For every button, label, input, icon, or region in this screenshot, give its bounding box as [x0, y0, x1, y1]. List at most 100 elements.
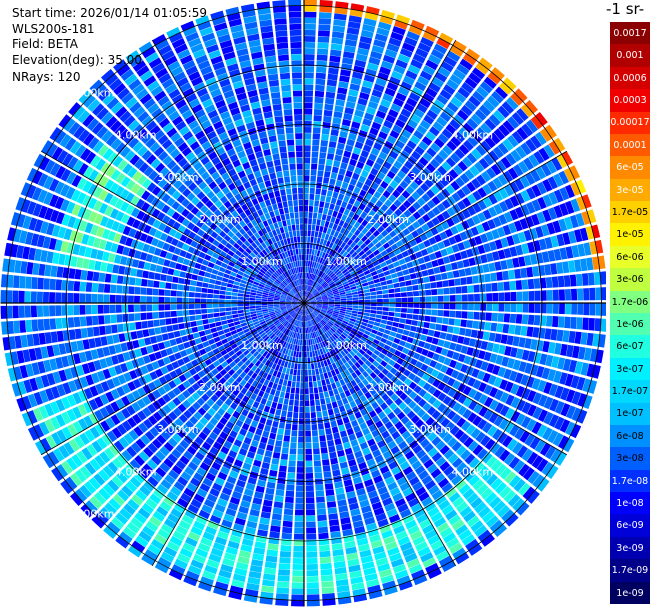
- data-gate: [448, 318, 455, 326]
- data-gate: [580, 258, 588, 272]
- data-gate: [105, 325, 112, 335]
- data-gate: [430, 316, 437, 323]
- data-gate: [594, 271, 601, 285]
- data-gate: [275, 330, 281, 337]
- data-gate: [43, 291, 50, 303]
- data-gate: [477, 465, 489, 478]
- data-gate: [326, 190, 333, 197]
- data-gate: [504, 198, 514, 210]
- data-gate: [288, 460, 296, 467]
- data-gate: [435, 440, 446, 451]
- data-gate: [158, 311, 165, 319]
- data-gate: [318, 329, 323, 336]
- data-gate: [163, 259, 171, 267]
- data-gate: [411, 191, 421, 201]
- data-gate: [335, 339, 341, 346]
- data-gate: [430, 142, 441, 153]
- data-gate: [348, 197, 356, 205]
- data-gate: [488, 193, 498, 205]
- data-gate: [499, 467, 512, 480]
- data-gate: [445, 367, 454, 376]
- data-gate: [408, 455, 419, 465]
- data-gate: [110, 284, 117, 294]
- data-gate: [319, 6, 333, 13]
- data-gate: [249, 508, 260, 517]
- data-gate: [415, 271, 423, 278]
- data-gate: [458, 127, 470, 139]
- data-gate: [480, 303, 487, 311]
- data-gate: [552, 289, 559, 301]
- data-gate: [470, 226, 479, 237]
- data-gate: [448, 514, 461, 526]
- data-gate: [350, 226, 357, 234]
- data-gate: [516, 399, 526, 412]
- data-gate: [294, 363, 298, 370]
- data-gate: [181, 335, 189, 343]
- data-gate: [427, 568, 442, 580]
- data-gate: [372, 260, 380, 267]
- data-gate: [350, 234, 357, 241]
- data-gate: [349, 400, 357, 408]
- data-gate: [436, 413, 446, 424]
- data-gate: [319, 271, 324, 278]
- data-gate: [543, 396, 554, 410]
- data-gate: [477, 350, 486, 360]
- data-gate: [307, 314, 310, 321]
- data-gate: [259, 597, 273, 605]
- data-gate: [452, 40, 467, 52]
- data-gate: [498, 344, 506, 355]
- data-gate: [313, 109, 323, 116]
- data-gate: [163, 496, 175, 507]
- data-gate: [419, 423, 429, 433]
- data-gate: [557, 435, 569, 450]
- data-gate: [194, 262, 202, 270]
- data-gate: [428, 236, 437, 245]
- data-gate: [405, 319, 412, 325]
- data-gate: [159, 501, 172, 512]
- data-gate: [230, 402, 238, 410]
- data-gate: [377, 72, 389, 81]
- data-gate: [315, 337, 320, 344]
- data-gate: [67, 317, 75, 328]
- data-gate: [372, 415, 381, 424]
- data-gate: [334, 7, 348, 15]
- data-gate: [368, 253, 375, 260]
- data-gate: [300, 382, 304, 388]
- data-gate: [318, 288, 325, 293]
- data-gate: [229, 470, 239, 479]
- data-gate: [380, 166, 389, 175]
- data-gate: [229, 430, 238, 439]
- data-gate: [286, 329, 291, 336]
- data-gate: [521, 123, 534, 137]
- data-gate: [354, 109, 365, 118]
- data-gate: [362, 333, 369, 339]
- data-gate: [214, 536, 228, 546]
- data-gate: [460, 277, 467, 285]
- data-gate: [319, 313, 325, 318]
- data-gate: [431, 76, 445, 88]
- data-gate: [157, 528, 171, 540]
- data-gate: [304, 236, 307, 243]
- data-gate: [467, 135, 479, 147]
- data-gate: [369, 379, 378, 388]
- data-gate: [115, 304, 122, 313]
- data-gate: [456, 372, 465, 382]
- data-gate: [201, 309, 208, 314]
- data-gate: [369, 332, 377, 339]
- data-gate: [109, 304, 116, 314]
- data-gate: [249, 565, 263, 573]
- data-gate: [171, 564, 186, 575]
- data-gate: [74, 269, 82, 280]
- data-gate: [237, 309, 244, 314]
- data-gate: [403, 396, 413, 406]
- data-gate: [213, 289, 220, 295]
- data-gate: [437, 295, 444, 302]
- data-gate: [548, 191, 559, 205]
- data-gate: [514, 206, 525, 219]
- data-gate: [352, 115, 363, 124]
- data-gate: [315, 316, 321, 322]
- data-gate: [381, 315, 388, 320]
- data-gate: [368, 56, 381, 66]
- data-gate: [319, 550, 331, 558]
- data-gate: [490, 322, 498, 332]
